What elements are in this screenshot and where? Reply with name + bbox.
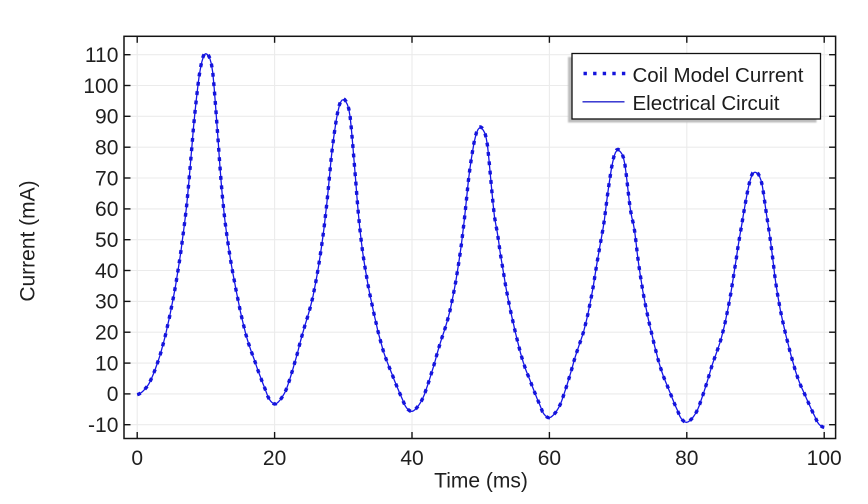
svg-text:0: 0	[107, 383, 119, 406]
svg-text:Electrical Circuit: Electrical Circuit	[633, 92, 780, 115]
svg-text:110: 110	[85, 44, 118, 67]
svg-text:70: 70	[95, 167, 118, 190]
svg-text:80: 80	[95, 137, 118, 160]
svg-text:40: 40	[400, 447, 423, 470]
svg-text:Time (ms): Time (ms)	[434, 470, 528, 493]
svg-text:60: 60	[538, 447, 561, 470]
svg-text:30: 30	[95, 291, 118, 314]
svg-text:10: 10	[95, 352, 118, 375]
svg-text:-10: -10	[88, 414, 118, 437]
svg-text:20: 20	[95, 322, 118, 345]
svg-text:90: 90	[95, 106, 118, 129]
svg-text:50: 50	[95, 229, 118, 252]
svg-text:Current (mA): Current (mA)	[17, 180, 40, 301]
svg-text:Coil Model Current: Coil Model Current	[633, 64, 804, 87]
svg-text:100: 100	[807, 447, 842, 470]
svg-text:20: 20	[263, 447, 286, 470]
svg-text:0: 0	[131, 447, 143, 470]
svg-text:40: 40	[95, 260, 118, 283]
svg-text:60: 60	[95, 198, 118, 221]
svg-text:80: 80	[675, 447, 698, 470]
svg-text:100: 100	[83, 75, 118, 98]
